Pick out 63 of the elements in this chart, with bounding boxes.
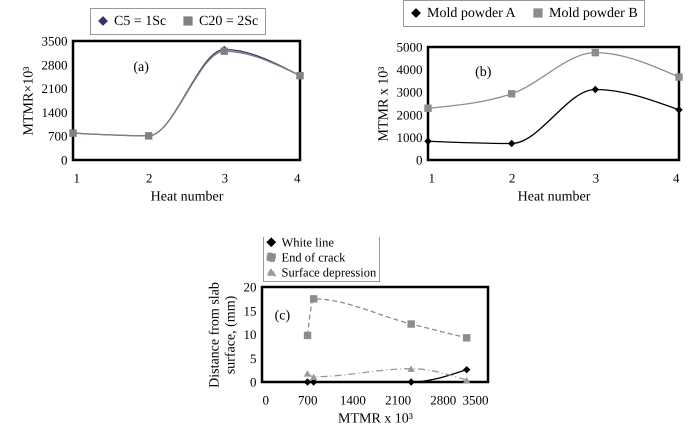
point xyxy=(310,374,318,380)
x-axis-title: Heat number xyxy=(150,190,224,204)
y-tick-label: 0 xyxy=(250,374,256,390)
point xyxy=(462,376,470,384)
point xyxy=(592,86,600,94)
point xyxy=(462,366,470,374)
x-axis-title: Heat number xyxy=(518,190,591,204)
y-tick-label: 5 xyxy=(250,350,256,366)
y-tick-label: 1400 xyxy=(42,104,68,120)
y-tick-label: 10 xyxy=(244,327,256,342)
point xyxy=(592,48,600,56)
x-tick-label: 3 xyxy=(222,170,228,186)
y-tick-label: 1000 xyxy=(396,130,422,145)
point xyxy=(304,332,312,340)
point xyxy=(407,320,415,328)
y-tick-label: 15 xyxy=(244,303,256,318)
point xyxy=(310,295,318,303)
y-tick-label: 4000 xyxy=(396,62,422,78)
annotation: (c) xyxy=(274,308,290,324)
legend-label: C20 = 2Sc xyxy=(199,14,258,29)
y-tick-label: 3500 xyxy=(42,34,68,48)
x-tick-label: 0 xyxy=(262,392,269,408)
x-axis-title: MTMR x 10³ xyxy=(338,412,413,424)
x-tick-label: 4 xyxy=(673,170,680,186)
x-tick-label: 2 xyxy=(508,170,516,186)
legend-label: End of crack xyxy=(282,250,346,264)
x-tick-label: 2800 xyxy=(430,392,456,408)
x-tick-label: 2 xyxy=(146,170,152,186)
point xyxy=(424,104,432,112)
annotation: (b) xyxy=(475,64,492,80)
legend-label: Surface depression xyxy=(282,265,378,280)
y-tick-label: 2100 xyxy=(42,81,68,96)
x-tick-label: 4 xyxy=(294,170,301,186)
point xyxy=(407,365,415,372)
legend-label: White line xyxy=(282,235,334,250)
y-tick-label: 0 xyxy=(416,152,422,168)
legend-label: Mold powder A xyxy=(427,6,517,21)
point xyxy=(304,370,312,377)
point xyxy=(675,73,683,81)
y-axis-title: MTMR×10³ xyxy=(22,66,36,136)
point xyxy=(508,140,516,148)
y-axis-title: Distance from slab surface, (mm) xyxy=(208,282,238,388)
x-tick-label: 3500 xyxy=(462,392,488,408)
y-tick-label: 2000 xyxy=(396,107,422,122)
point xyxy=(508,90,516,98)
point xyxy=(304,378,312,386)
y-tick-label: 2800 xyxy=(42,57,68,72)
x-tick-label: 700 xyxy=(298,392,318,408)
x-tick-label: 1 xyxy=(428,170,435,186)
y-tick-label: 20 xyxy=(244,280,256,294)
x-tick-label: 1 xyxy=(74,170,80,186)
y-axis-title: MTMR x 10³ xyxy=(376,66,392,142)
annotation: (a) xyxy=(133,60,150,76)
legend-label: C5 = 1Sc xyxy=(114,14,166,29)
x-tick-label: 2100 xyxy=(385,392,412,408)
x-tick-label: 3 xyxy=(592,170,600,186)
legend-label: Mold powder B xyxy=(549,6,638,21)
y-tick-label: 5000 xyxy=(396,40,422,54)
y-tick-label: 700 xyxy=(48,128,68,144)
y-tick-label: 0 xyxy=(61,152,68,168)
y-tick-label: 3000 xyxy=(396,84,422,100)
x-tick-label: 1400 xyxy=(340,392,366,408)
point xyxy=(462,334,470,342)
